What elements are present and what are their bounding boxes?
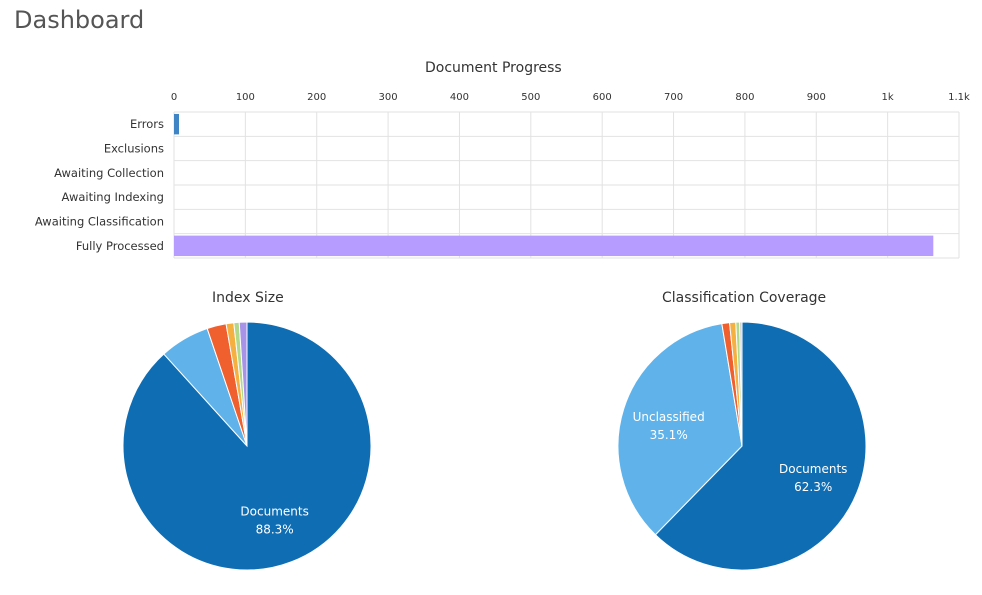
category-label-exclusions: Exclusions	[104, 142, 164, 156]
classification-coverage-chart: Documents 62.3% Unclassified 35.1%	[617, 321, 867, 571]
document-progress-chart: 0 100 200 300 400 500 600 700 800 900 1k 1.1k Errors…	[35, 92, 970, 259]
x-tick-label: 100	[236, 92, 255, 103]
x-tick-label: 1.1k	[948, 92, 970, 103]
x-tick-label: 1k	[882, 92, 894, 103]
x-tick-label: 500	[521, 92, 540, 103]
category-label-fully-processed: Fully Processed	[76, 239, 164, 253]
index-size-chart: Documents 88.3%	[122, 321, 372, 571]
pie-label-documents: Documents	[779, 462, 847, 476]
pie-pct-documents: 62.3%	[794, 480, 832, 494]
pie-slice-other-5[interactable]	[739, 321, 743, 447]
index-size-title: Index Size	[212, 290, 284, 306]
category-label-errors: Errors	[130, 117, 164, 131]
pie-slice-documents[interactable]	[654, 321, 867, 571]
pie-slice-unclassified[interactable]	[617, 323, 743, 536]
x-tick-label: 0	[171, 92, 177, 103]
x-tick-label: 700	[664, 92, 683, 103]
pie-pct-unclassified: 35.1%	[650, 428, 688, 442]
bar-errors[interactable]	[174, 113, 179, 135]
x-tick-label: 600	[593, 92, 612, 103]
category-label-awaiting-indexing: Awaiting Indexing	[62, 190, 164, 204]
classification-coverage-title: Classification Coverage	[662, 290, 827, 306]
x-tick-label: 400	[450, 92, 469, 103]
pie-label-documents: Documents	[240, 505, 308, 519]
pie-slice-other-5[interactable]	[238, 321, 248, 447]
x-tick-label: 900	[807, 92, 826, 103]
x-tick-label: 300	[379, 92, 398, 103]
document-progress-title: Document Progress	[425, 60, 562, 76]
pie-pct-documents: 88.3%	[256, 523, 294, 537]
category-label-awaiting-classification: Awaiting Classification	[35, 215, 164, 229]
page-title: Dashboard	[14, 6, 145, 34]
x-tick-label: 800	[735, 92, 754, 103]
x-tick-label: 200	[307, 92, 326, 103]
pie-label-unclassified: Unclassified	[633, 410, 705, 424]
category-label-awaiting-collection: Awaiting Collection	[54, 166, 164, 180]
bar-fully-processed[interactable]	[174, 235, 934, 257]
